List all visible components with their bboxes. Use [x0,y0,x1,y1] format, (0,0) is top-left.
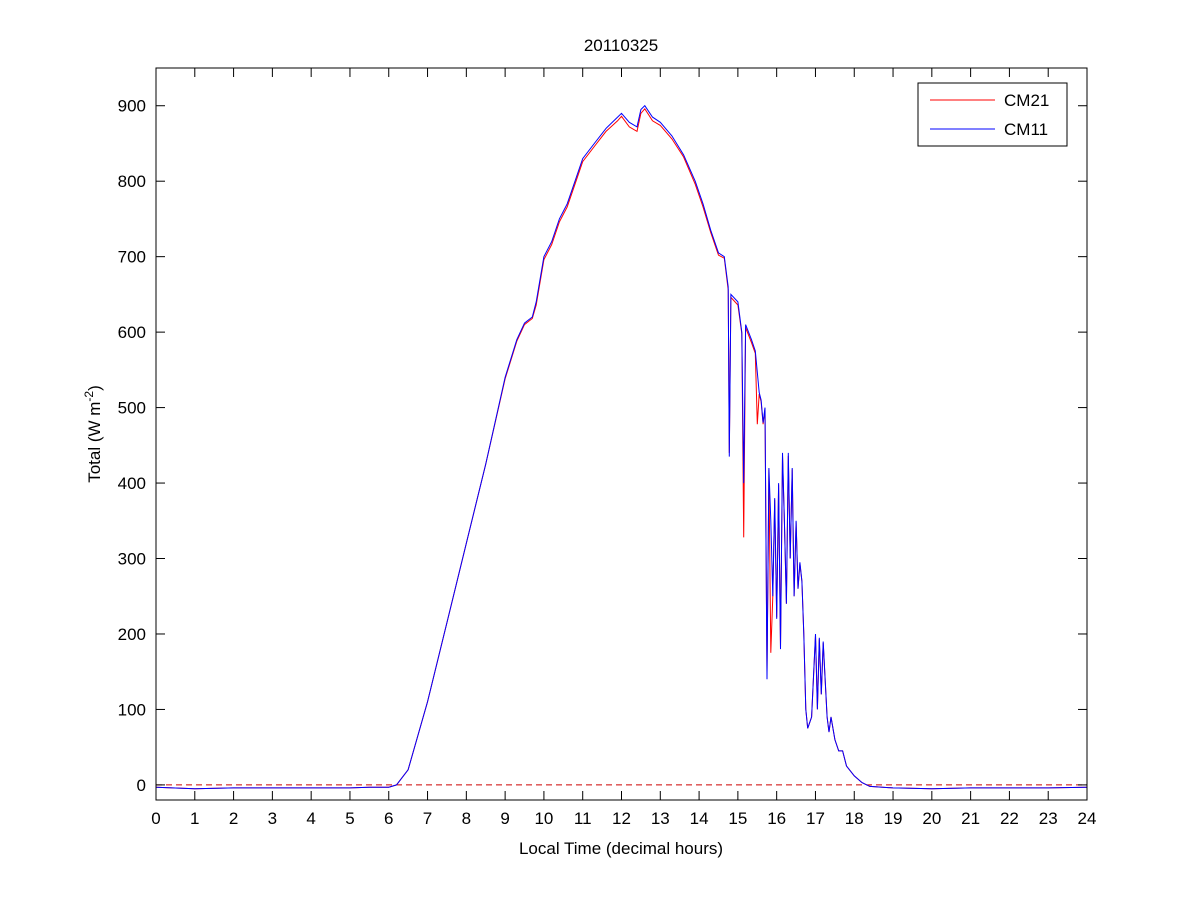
x-tick-label: 7 [423,809,432,828]
legend-label-cm11: CM11 [1004,120,1048,139]
legend-label-cm21: CM21 [1004,91,1049,110]
x-tick-label: 13 [651,809,670,828]
x-tick-label: 4 [306,809,315,828]
legend: CM21 CM11 [917,82,1068,147]
plot-area [155,104,1088,790]
x-tick-label: 8 [462,809,471,828]
x-tick-label: 12 [612,809,631,828]
y-axis: 0 100 200 300 400 500 600 700 800 900 [118,97,1087,795]
x-tick-label: 17 [806,809,825,828]
series-line-cm11 [155,104,1088,790]
y-axis-label-sup: -2 [82,391,96,402]
y-axis-label-main: Total (W m [85,402,104,483]
x-tick-label: 15 [728,809,747,828]
x-tick-label: 20 [922,809,941,828]
y-tick-label: 900 [118,97,146,116]
x-tick-label: 16 [767,809,786,828]
y-tick-label: 500 [118,399,146,418]
x-tick-label: 11 [574,809,592,828]
chart-title: 20110325 [584,36,658,55]
y-tick-label: 300 [118,550,146,569]
x-tick-label: 18 [845,809,864,828]
x-tick-label: 23 [1039,809,1058,828]
y-tick-label: 800 [118,172,146,191]
x-tick-label: 0 [151,809,160,828]
x-tick-label: 3 [268,809,277,828]
legend-box [917,82,1068,147]
y-tick-label: 700 [118,248,146,267]
x-tick-label: 1 [190,809,199,828]
y-axis-label-close: ) [85,385,104,391]
x-tick-label: 21 [961,809,980,828]
x-tick-label: 10 [534,809,553,828]
x-tick-label: 9 [500,809,509,828]
x-tick-label: 14 [690,809,709,828]
y-tick-label: 200 [118,625,146,644]
x-tick-label: 5 [345,809,354,828]
x-tick-label: 22 [1000,809,1019,828]
x-tick-label: 24 [1078,809,1097,828]
y-tick-label: 100 [118,700,146,719]
y-tick-label: 400 [118,474,146,493]
x-tick-label: 2 [229,809,238,828]
x-axis: 0 1 2 3 4 5 6 7 8 9 10 11 12 13 14 15 16 17 18 19 20 21 22 23 24 [151,68,1096,828]
y-tick-label: 600 [118,323,146,342]
x-axis-label: Local Time (decimal hours) [519,839,723,858]
x-tick-label: 6 [384,809,393,828]
y-tick-label: 0 [137,776,146,795]
x-tick-label: 19 [884,809,903,828]
y-axis-label: Total (W m-2) [82,385,104,483]
